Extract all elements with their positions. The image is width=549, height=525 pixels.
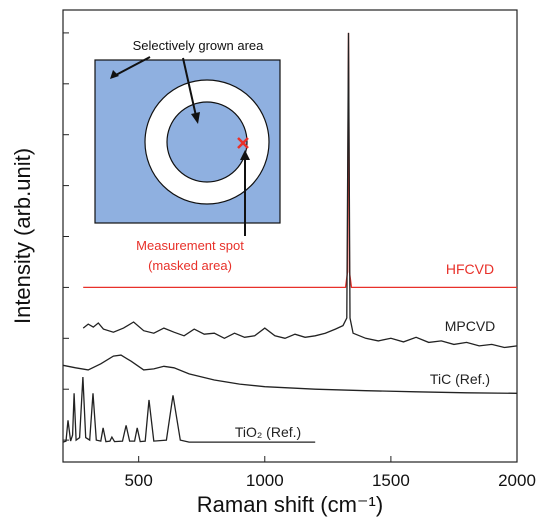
spot-marker	[237, 137, 249, 149]
series-line	[82, 32, 518, 349]
arrow	[113, 56, 151, 77]
series-label: TiO₂ (Ref.)	[235, 424, 301, 440]
x-tick-label: 1500	[372, 471, 410, 490]
arrow-head	[191, 112, 200, 124]
series-label: TiC (Ref.)	[430, 371, 490, 387]
series-label: MPCVD	[445, 318, 496, 334]
x-tick-label: 1000	[246, 471, 284, 490]
x-tick-label: 2000	[498, 471, 536, 490]
arrow-head	[240, 150, 250, 160]
inset: Selectively grown area Measurement spot …	[94, 37, 286, 273]
plot-frame	[62, 9, 518, 463]
series-line	[62, 354, 518, 394]
series-label: HFCVD	[446, 261, 494, 277]
arrow	[182, 57, 197, 117]
y-axis-label: Intensity (arb.unit)	[10, 148, 35, 324]
inset-core	[166, 101, 248, 183]
spot-label: Measurement spot	[136, 238, 244, 253]
arrow-head	[110, 70, 119, 79]
series-line	[62, 376, 316, 443]
x-tick-label: 500	[124, 471, 152, 490]
inset-label: Selectively grown area	[133, 38, 265, 53]
inset-label-bg	[110, 37, 286, 54]
x-axis-label: Raman shift (cm⁻¹)	[197, 492, 383, 517]
spot-label: (masked area)	[148, 258, 232, 273]
